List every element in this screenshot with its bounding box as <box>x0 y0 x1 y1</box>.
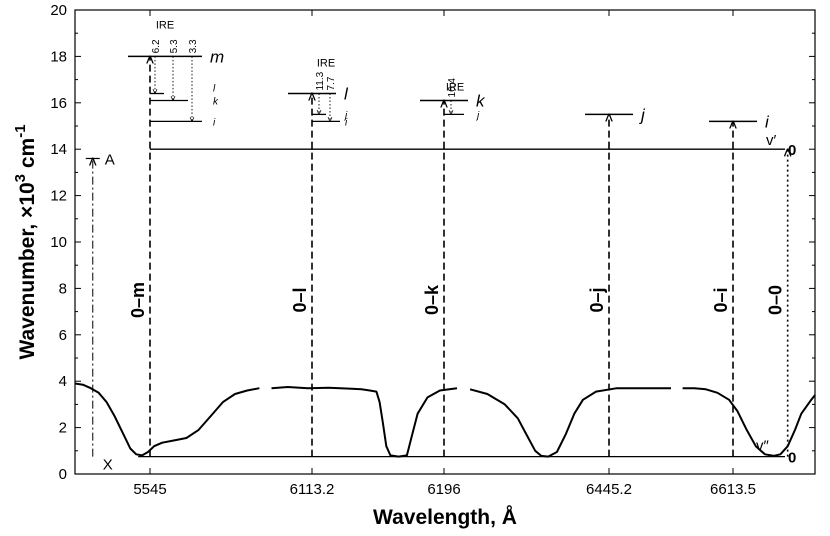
spectrum-segment <box>469 387 671 458</box>
level-label-j: j <box>639 105 646 124</box>
y-tick-label: 12 <box>50 188 67 205</box>
ire-value: 11.3 <box>315 71 326 90</box>
ire-value: 6.2 <box>151 39 162 53</box>
x-tick-label: 6196 <box>427 481 460 498</box>
ire-sublevel-label: i <box>345 117 348 128</box>
transition-label: 0–0 <box>766 285 786 315</box>
ire-label: IRE <box>446 81 464 93</box>
ire-label: IRE <box>317 58 335 70</box>
transition-label: 0–m <box>128 282 148 318</box>
ire-value: 16.4 <box>447 78 458 98</box>
level-label-i: i <box>765 112 770 131</box>
y-tick-label: 2 <box>59 420 67 437</box>
state-label-x: X <box>103 457 113 474</box>
plot-frame <box>74 9 816 475</box>
ire-sublevel-label: k <box>213 96 219 107</box>
y-tick-label: 4 <box>59 373 67 390</box>
level-label-m: m <box>210 47 224 66</box>
state-label-a: A <box>105 151 115 168</box>
transition-label: 0–l <box>290 287 310 312</box>
y-tick-label: 10 <box>50 234 67 251</box>
y-tick-label: 8 <box>59 280 67 297</box>
ire-label: IRE <box>156 19 174 31</box>
y-tick-label: 0 <box>59 466 67 483</box>
transition-label: 0–i <box>711 287 731 312</box>
x-tick-label: 6113.2 <box>290 481 335 498</box>
y-tick-label: 6 <box>59 327 67 344</box>
ire-sublevel-label: i <box>213 117 216 128</box>
transition-label: 0–k <box>422 284 442 315</box>
y-tick-label: 20 <box>50 2 67 19</box>
level-label-l: l <box>344 85 349 104</box>
ire-value: 5.3 <box>169 39 180 53</box>
ire-value: 7.7 <box>326 76 337 90</box>
x-tick-label: 5545 <box>133 481 166 498</box>
spectrum-segment <box>682 387 816 457</box>
y-tick-label: 18 <box>50 48 67 65</box>
v-prime-zero: 0 <box>788 142 796 159</box>
v-double-prime-label: v″ <box>756 438 770 455</box>
x-tick-label: 6445.2 <box>586 481 632 498</box>
y-axis-label: Wavenumber, ×103 cm-1 <box>12 124 39 359</box>
ire-sublevel-label: j <box>475 110 480 121</box>
ire-sublevel-label: l <box>213 84 216 95</box>
ire-sublevel-label: j <box>343 110 348 121</box>
ire-value: 3.3 <box>188 39 199 53</box>
transition-label: 0–j <box>587 287 607 312</box>
x-axis-label: Wavelength, Å <box>373 505 517 529</box>
spectrum-segment <box>271 386 458 458</box>
v-prime-label: v′ <box>766 132 777 149</box>
spectrum-segment <box>74 382 260 457</box>
x-tick-label: 6613.5 <box>710 481 756 498</box>
y-tick-label: 16 <box>50 95 67 112</box>
v-double-prime-zero: 0 <box>788 450 796 467</box>
y-tick-label: 14 <box>50 141 67 158</box>
level-label-k: k <box>476 91 486 110</box>
